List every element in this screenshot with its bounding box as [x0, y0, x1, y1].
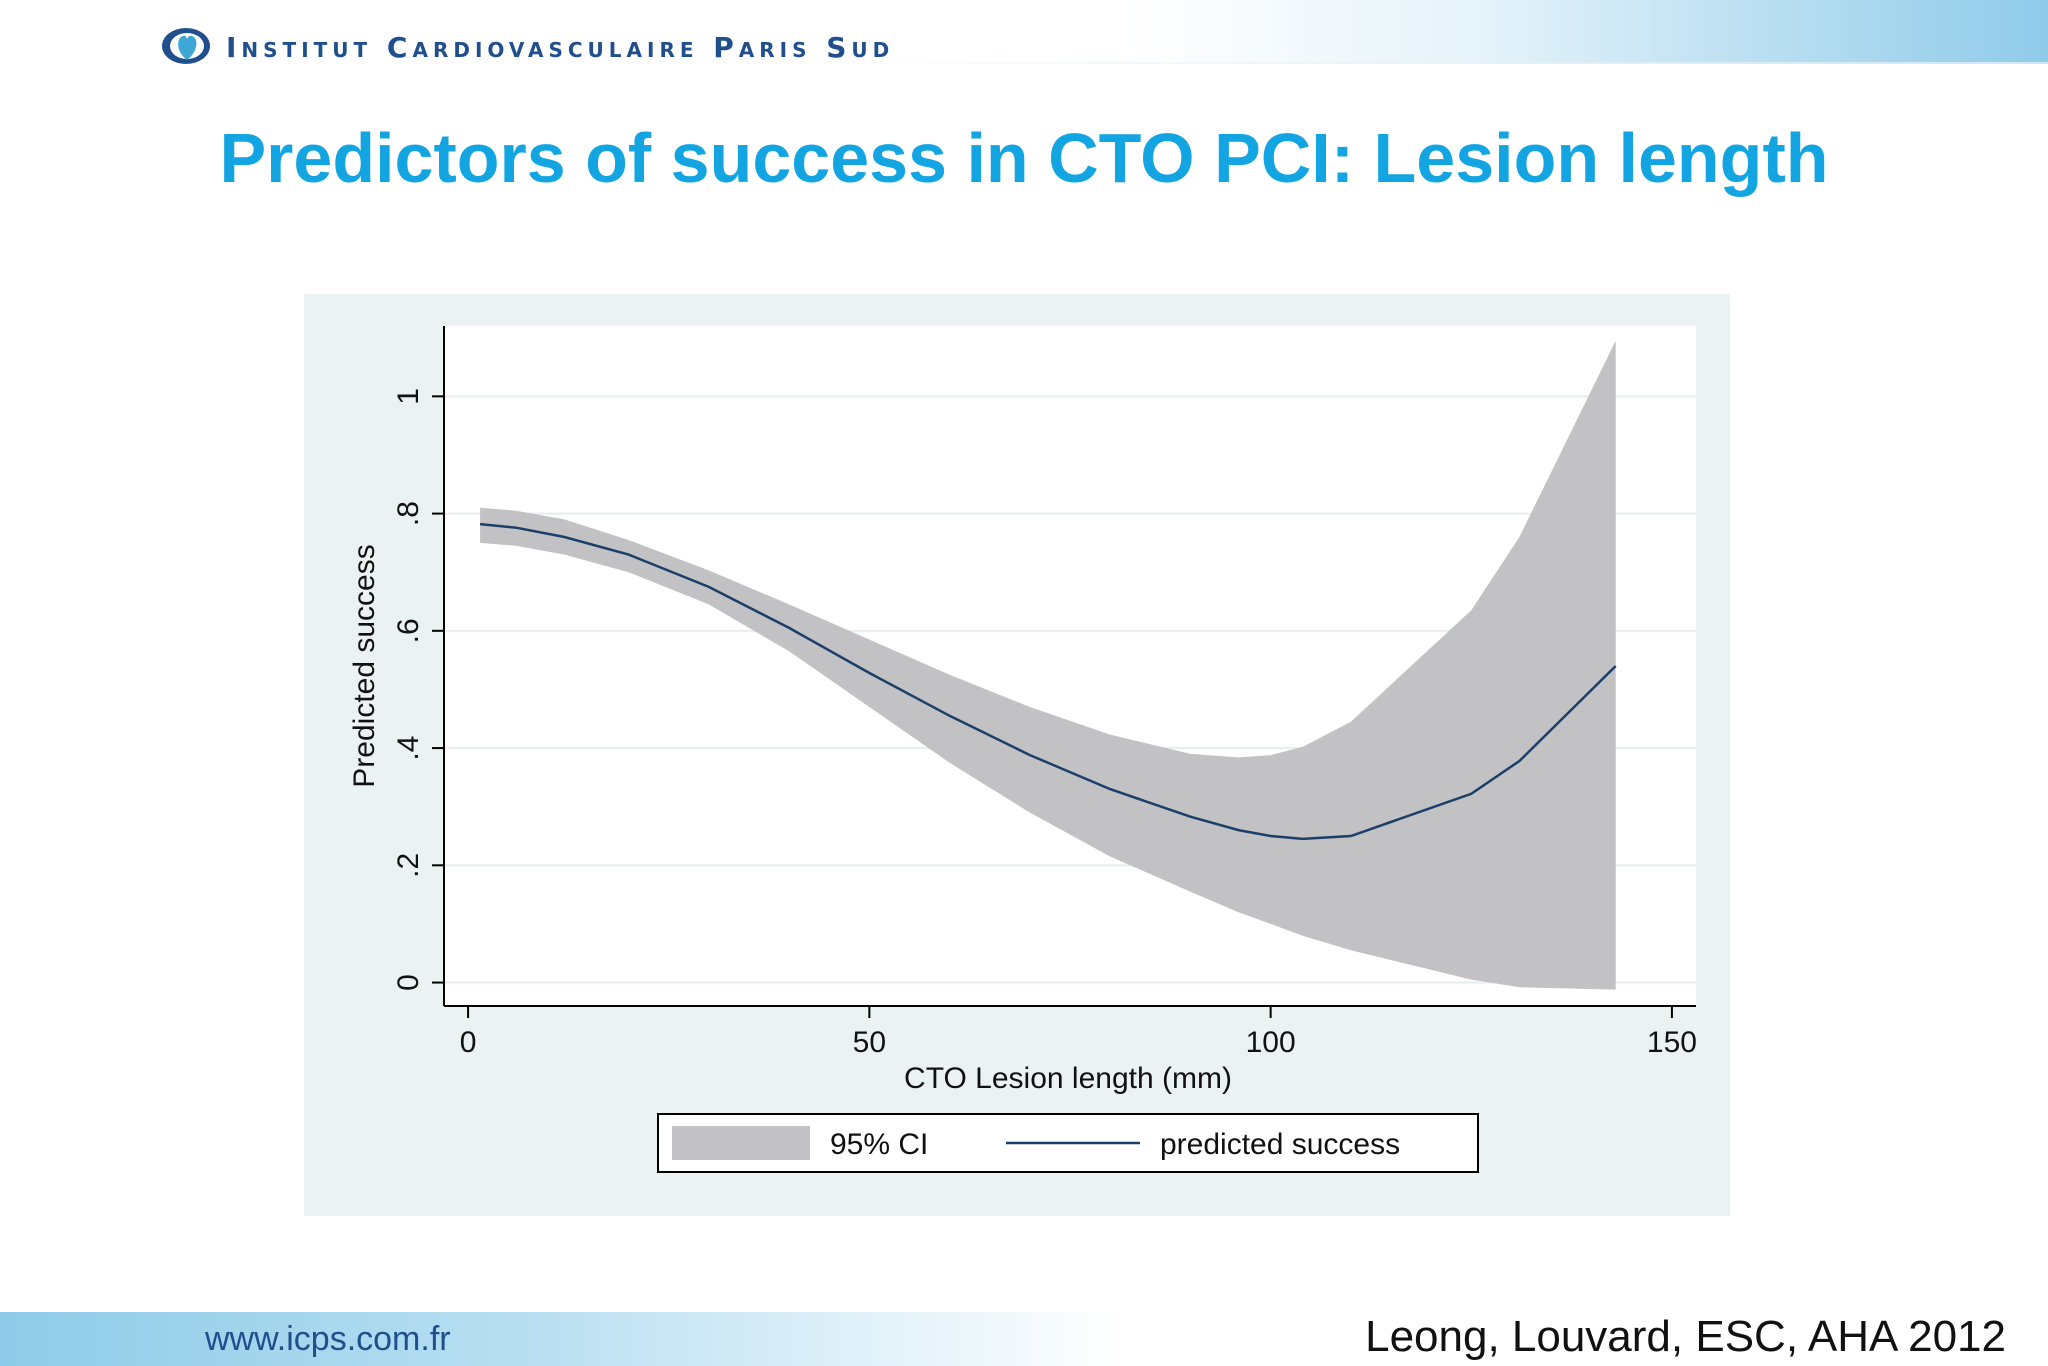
footer-band [0, 1312, 2048, 1366]
heart-logo-icon [162, 28, 210, 64]
header-band [0, 0, 2048, 62]
legend-ci-label: 95% CI [830, 1128, 928, 1161]
y-tick-label: 1 [392, 388, 425, 405]
y-tick-label: 0 [392, 974, 425, 991]
header-divider [0, 62, 2048, 64]
y-tick-label: .6 [392, 618, 425, 643]
x-ticks: 0 50 100 150 [460, 1006, 1697, 1059]
ci-band [480, 340, 1616, 990]
citation: Leong, Louvard, ESC, AHA 2012 [1365, 1312, 2006, 1361]
institute-name: Institut Cardiovasculaire Paris Sud [226, 31, 895, 64]
y-ticks: 0 .2 .4 .6 .8 1 [392, 388, 444, 991]
x-tick-label: 100 [1246, 1026, 1296, 1059]
legend: 95% CI predicted success [657, 1113, 1479, 1173]
legend-line-label: predicted success [1160, 1128, 1400, 1161]
chart-panel: 0 50 100 150 0 .2 .4 .6 .8 1 CTO Lesion length (… [304, 294, 1730, 1216]
y-axis-label: Predicted success [348, 544, 381, 787]
legend-ci-swatch [672, 1126, 810, 1160]
slide-title: Predictors of success in CTO PCI: Lesion… [219, 119, 1829, 197]
y-tick-label: .2 [392, 853, 425, 878]
chart-svg: 0 50 100 150 0 .2 .4 .6 .8 1 CTO Lesion length (… [348, 326, 1697, 1173]
x-axis-label: CTO Lesion length (mm) [904, 1062, 1232, 1095]
x-tick-label: 150 [1647, 1026, 1697, 1059]
predicted-success-line [479, 522, 1617, 841]
x-tick-label: 0 [460, 1026, 477, 1059]
website-link[interactable]: www.icps.com.fr [205, 1320, 451, 1358]
y-tick-label: .4 [392, 736, 425, 761]
x-tick-label: 50 [853, 1026, 886, 1059]
y-tick-label: .8 [392, 501, 425, 526]
